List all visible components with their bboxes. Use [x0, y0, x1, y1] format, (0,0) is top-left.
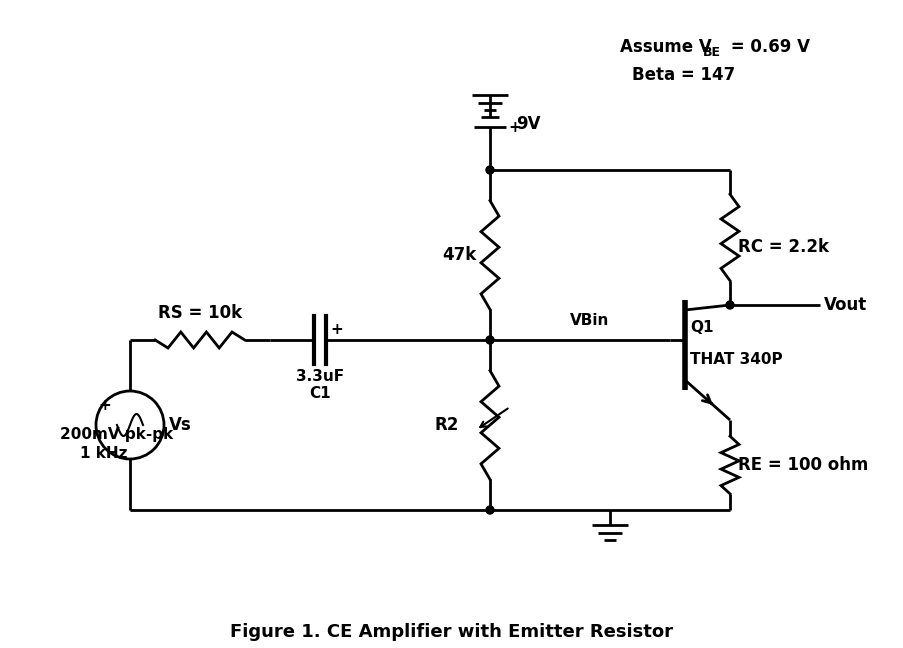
Text: R2: R2 — [434, 416, 459, 434]
Text: RE = 100 ohm: RE = 100 ohm — [737, 456, 868, 474]
Text: Vout: Vout — [824, 296, 866, 314]
Text: Q1: Q1 — [689, 320, 712, 335]
Text: Assume V: Assume V — [619, 38, 711, 56]
Text: +: + — [330, 322, 342, 337]
Text: C1: C1 — [309, 386, 330, 401]
Text: Vs: Vs — [169, 416, 191, 434]
Text: THAT 340P: THAT 340P — [689, 352, 782, 367]
Text: +: + — [98, 397, 111, 413]
Text: = 0.69 V: = 0.69 V — [724, 38, 809, 56]
Text: +: + — [507, 119, 520, 135]
Text: 200mV pk-pk: 200mV pk-pk — [60, 428, 173, 443]
Text: VBin: VBin — [570, 313, 609, 328]
Text: BE: BE — [703, 46, 721, 59]
Text: RS = 10k: RS = 10k — [158, 304, 242, 322]
Circle shape — [725, 301, 733, 309]
Text: 1 kHz: 1 kHz — [79, 446, 127, 461]
Text: Figure 1. CE Amplifier with Emitter Resistor: Figure 1. CE Amplifier with Emitter Resi… — [230, 623, 673, 641]
Text: 47k: 47k — [442, 246, 476, 264]
Circle shape — [486, 166, 493, 174]
Circle shape — [486, 506, 493, 514]
Text: 3.3uF: 3.3uF — [295, 369, 344, 384]
Text: Beta = 147: Beta = 147 — [631, 66, 734, 84]
Circle shape — [486, 336, 493, 344]
Text: RC = 2.2k: RC = 2.2k — [737, 238, 828, 257]
Text: 9V: 9V — [516, 115, 540, 133]
